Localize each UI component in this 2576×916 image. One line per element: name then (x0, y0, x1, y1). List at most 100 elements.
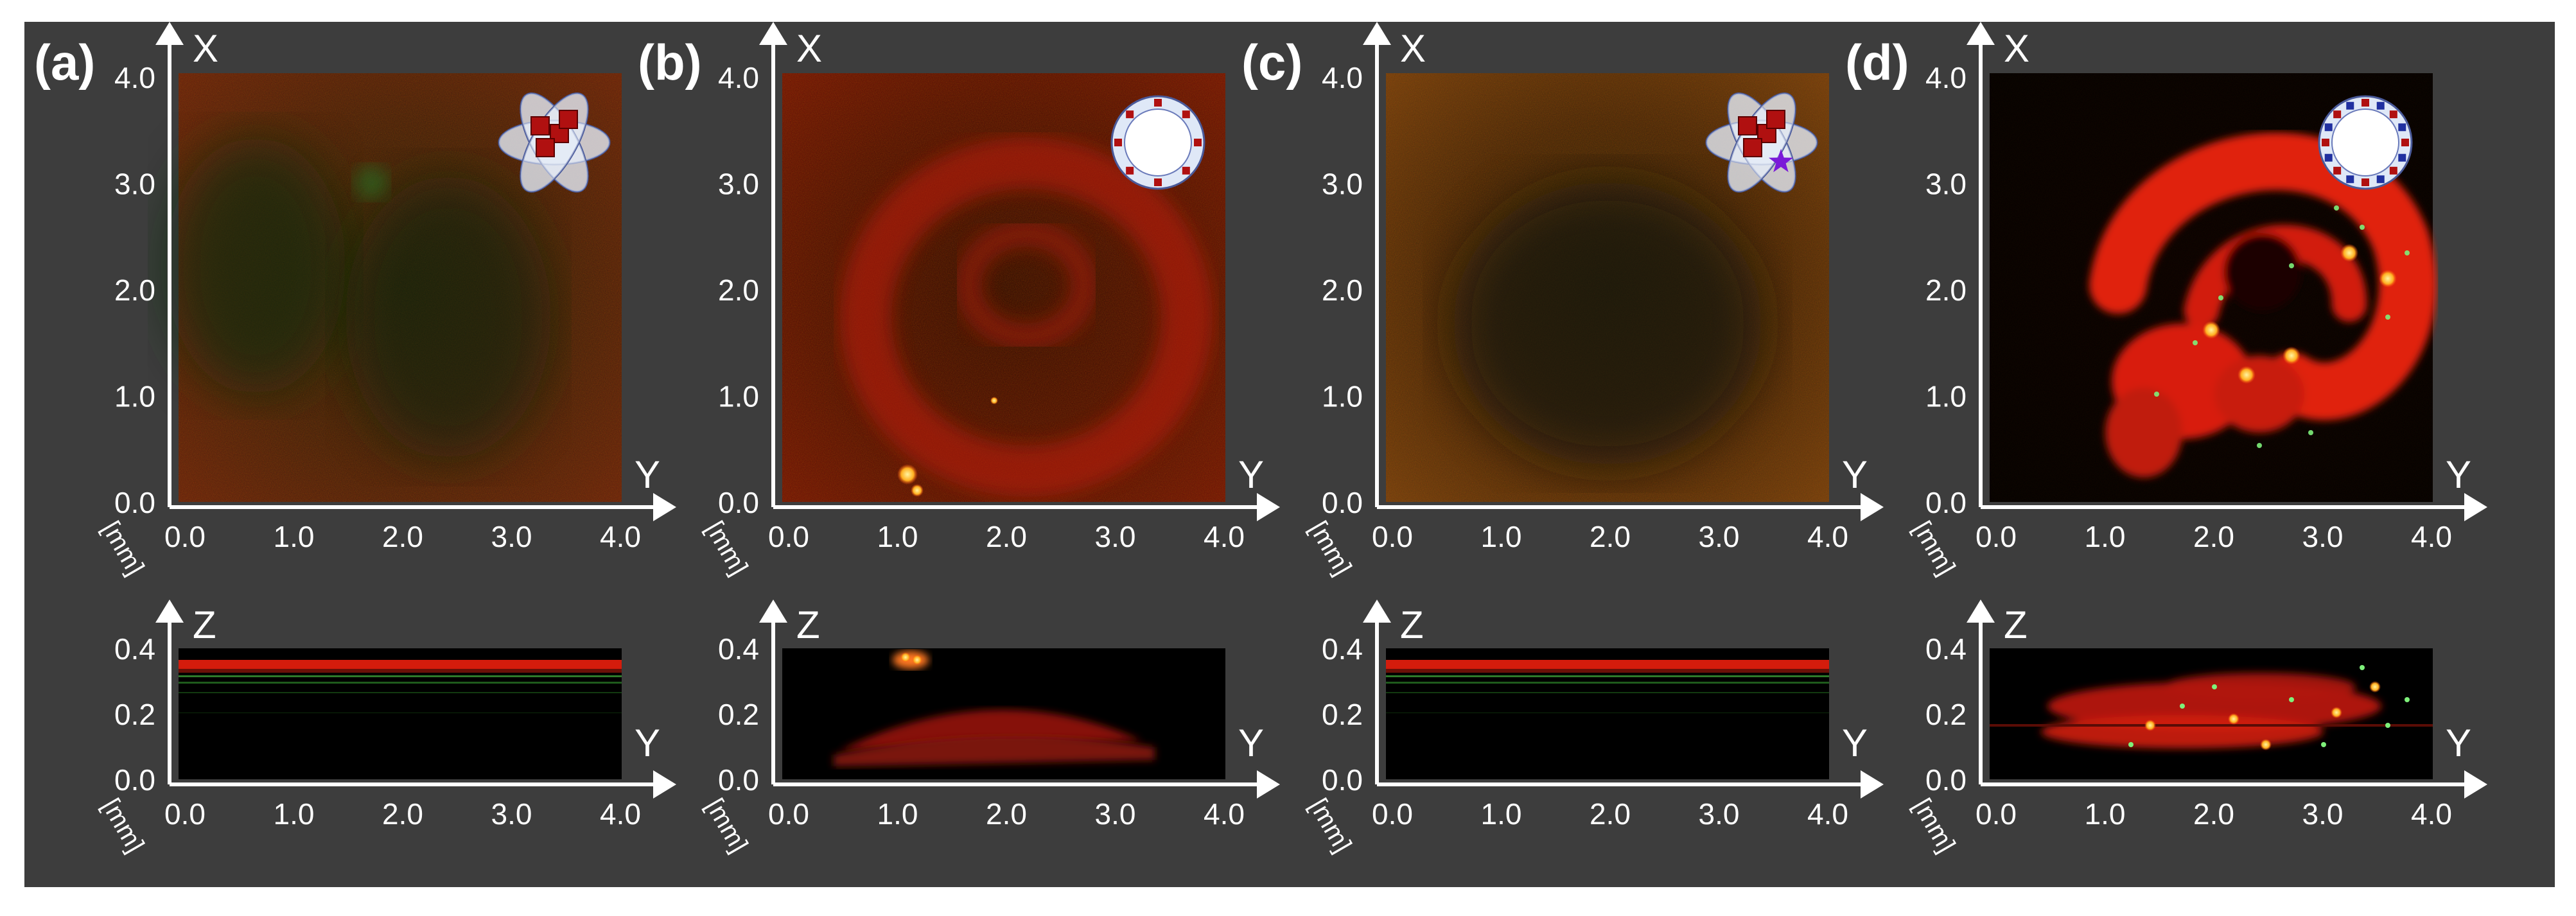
xy-axes: X Y 0.0 1.0 2.0 3.0 4.0 0.0 1.0 2.0 3.0 4.0 [mm] (1304, 22, 1884, 580)
y-tick-label: 1.0 (877, 520, 918, 553)
x-tick-label: 4.0 (718, 61, 759, 94)
y-tick-label: 2.0 (986, 797, 1027, 831)
x-tick-label: 0.0 (1322, 486, 1363, 519)
xz-axes: Z Y 0.0 0.2 0.4 0.0 1.0 2.0 3.0 4.0 [mm] (96, 600, 676, 857)
y-tick-label: 3.0 (491, 520, 532, 553)
z-tick-label: 0.2 (114, 698, 155, 731)
y-tick-label: 3.0 (1095, 520, 1136, 553)
xy-projection-image (1990, 73, 2437, 502)
y-tick-label: 1.0 (1481, 797, 1522, 831)
y-tick-label: 3.0 (2302, 520, 2344, 553)
y-tick-label: 0.0 (768, 797, 809, 831)
y-tick-label: 4.0 (2411, 520, 2452, 553)
x-tick-label: 0.0 (718, 486, 759, 519)
z-tick-label: 0.0 (1322, 763, 1363, 797)
panel-label: (d) (1845, 34, 1909, 91)
z-tick-label: 0.2 (1925, 698, 1967, 731)
z-tick-label: 0.2 (718, 698, 759, 731)
y-tick-label: 4.0 (1807, 520, 1848, 553)
z-tick-label: 0.4 (1925, 632, 1967, 666)
liposome-ring-red-and-blue-dots-icon (2318, 95, 2413, 190)
y-tick-label: 3.0 (491, 797, 532, 831)
y-axis-label: Y (1238, 722, 1264, 765)
x-tick-label: 0.0 (1925, 486, 1967, 519)
y-tick-label: 2.0 (986, 520, 1027, 553)
y-tick-label: 1.0 (274, 797, 315, 831)
xz-projection-image (1990, 648, 2433, 779)
panel-b: (b) X Y 0.0 1.0 2.0 3.0 4.0 0.0 1.0 2.0 3.0 4.0 [mm] Z… (638, 22, 1280, 857)
x-tick-label: 0.0 (114, 486, 155, 519)
panel-label: (a) (34, 34, 95, 91)
x-tick-label: 4.0 (1925, 61, 1967, 94)
xz-projection-image (782, 648, 1225, 779)
x-tick-label: 1.0 (1925, 380, 1967, 413)
unit-label: [mm] (96, 794, 150, 858)
y-axis-label: Y (1238, 453, 1264, 496)
unit-label: [mm] (1304, 517, 1357, 580)
y-tick-label: 4.0 (2411, 797, 2452, 831)
y-tick-label: 2.0 (382, 797, 423, 831)
x-tick-label: 2.0 (1925, 273, 1967, 307)
y-tick-label: 2.0 (1590, 797, 1631, 831)
xz-axes: Z Y 0.0 0.2 0.4 0.0 1.0 2.0 3.0 4.0 [mm] (1907, 600, 2487, 857)
xz-projection-image (179, 648, 622, 779)
y-tick-label: 4.0 (1204, 797, 1245, 831)
y-tick-label: 0.0 (1372, 797, 1413, 831)
x-tick-label: 4.0 (1322, 61, 1363, 94)
y-tick-label: 3.0 (1699, 797, 1740, 831)
y-tick-label: 4.0 (1807, 797, 1848, 831)
figure-panel: (a) X Y 0.0 1.0 2.0 3.0 4.0 0.0 1.0 2.0 3.0 4.0 [mm] Z… (24, 22, 2555, 887)
x-axis-label: X (2004, 27, 2029, 70)
z-tick-label: 0.0 (718, 763, 759, 797)
z-tick-label: 0.4 (1322, 632, 1363, 666)
x-tick-label: 3.0 (718, 168, 759, 201)
x-tick-label: 1.0 (114, 380, 155, 413)
x-axis-label: X (796, 27, 822, 70)
lipid-nanoparticle-with-red-cubes-and-purple-star-icon (1705, 92, 1818, 193)
unit-label: [mm] (700, 794, 753, 858)
unit-label: [mm] (1304, 794, 1357, 858)
panel-label: (c) (1241, 34, 1302, 91)
y-axis-label: Y (2446, 722, 2471, 765)
x-tick-label: 4.0 (114, 61, 155, 94)
y-tick-label: 0.0 (768, 520, 809, 553)
lipid-nanoparticle-with-red-cubes-icon (498, 92, 611, 193)
panel-a: (a) XY0.01.02.03.04.00.0 1.0 2.0 3.0 4.0[mm]Z… (34, 22, 676, 857)
y-tick-label: 2.0 (382, 520, 423, 553)
y-tick-label: 4.0 (600, 797, 641, 831)
panel-d: (d) X Y 0.0 1.0 2.0 3.0 4.0 0.0 1.0 2.0 3.0 4.0 [mm] Z… (1845, 22, 2487, 857)
xz-projection-image (1386, 648, 1829, 779)
z-tick-label: 0.0 (1925, 763, 1967, 797)
y-tick-label: 0.0 (164, 797, 206, 831)
z-tick-label: 0.0 (114, 763, 155, 797)
z-tick-label: 0.4 (718, 632, 759, 666)
y-tick-label: 1.0 (1481, 520, 1522, 553)
z-axis-label: Z (2004, 603, 2028, 646)
z-tick-label: 0.4 (114, 632, 155, 666)
x-tick-label: 2.0 (1322, 273, 1363, 307)
y-tick-label: 1.0 (2085, 520, 2126, 553)
y-axis-label: Y (635, 453, 660, 496)
y-axis-label: Y (2446, 453, 2471, 496)
x-tick-label: 3.0 (114, 168, 155, 201)
y-tick-label: 1.0 (274, 520, 315, 553)
y-axis-label: Y (635, 722, 660, 765)
unit-label: [mm] (1907, 794, 1961, 858)
x-axis-label: X (193, 27, 218, 70)
unit-label: [mm] (96, 517, 150, 580)
z-tick-label: 0.2 (1322, 698, 1363, 731)
y-tick-label: 3.0 (1699, 520, 1740, 553)
y-tick-label: 1.0 (877, 797, 918, 831)
xz-axes: Z Y 0.0 0.2 0.4 0.0 1.0 2.0 3.0 4.0 [mm] (1304, 600, 1884, 857)
y-tick-label: 2.0 (2193, 797, 2234, 831)
y-tick-label: 2.0 (2193, 520, 2234, 553)
y-tick-label: 4.0 (600, 520, 641, 553)
x-axis-label: X (1400, 27, 1426, 70)
z-axis-label: Z (796, 603, 820, 646)
x-tick-label: 3.0 (1925, 168, 1967, 201)
figure-svg: (a) XY0.01.02.03.04.00.0 1.0 2.0 3.0 4.0[mm]Z… (34, 22, 2487, 857)
z-axis-label: Z (193, 603, 216, 646)
y-tick-label: 0.0 (1372, 520, 1413, 553)
y-axis-label: Y (1842, 453, 1868, 496)
y-tick-label: 3.0 (1095, 797, 1136, 831)
